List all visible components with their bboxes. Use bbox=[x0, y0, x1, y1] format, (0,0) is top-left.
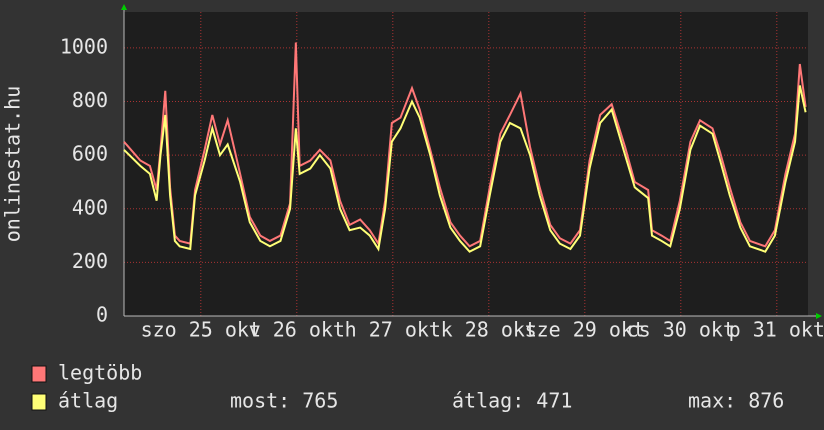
stat-label: max: 876 bbox=[688, 389, 784, 413]
y-tick-label: 400 bbox=[72, 195, 108, 219]
axis-arrow bbox=[121, 4, 127, 10]
legend-swatch bbox=[31, 365, 47, 383]
legend-label: legtöbb bbox=[58, 361, 142, 385]
legend-swatch bbox=[31, 393, 47, 411]
x-tick-label: k 28 okt bbox=[441, 318, 537, 342]
y-tick-label: 200 bbox=[72, 249, 108, 273]
x-tick-label: sze 29 okt bbox=[525, 318, 645, 342]
plot-area bbox=[124, 12, 808, 316]
series-line bbox=[123, 85, 807, 253]
y-tick-label: 0 bbox=[96, 303, 108, 327]
x-tick-label: szo 25 okt bbox=[141, 318, 261, 342]
x-tick-label: cs 30 okt bbox=[627, 318, 735, 342]
x-tick-label: v 26 okt bbox=[249, 318, 345, 342]
y-tick-label: 600 bbox=[72, 142, 108, 166]
stat-label: átlag: 471 bbox=[452, 389, 572, 413]
legend-label: átlag bbox=[58, 389, 118, 413]
y-axis-label: onlinestat.hu bbox=[1, 86, 25, 243]
x-tick-label: h 27 okt bbox=[345, 318, 441, 342]
x-tick-label: p 31 okt bbox=[729, 318, 824, 342]
stat-label: most: 765 bbox=[230, 389, 338, 413]
axis-arrow bbox=[816, 313, 822, 319]
y-tick-label: 1000 bbox=[60, 34, 108, 58]
series-line bbox=[123, 42, 807, 248]
y-tick-label: 800 bbox=[72, 88, 108, 112]
